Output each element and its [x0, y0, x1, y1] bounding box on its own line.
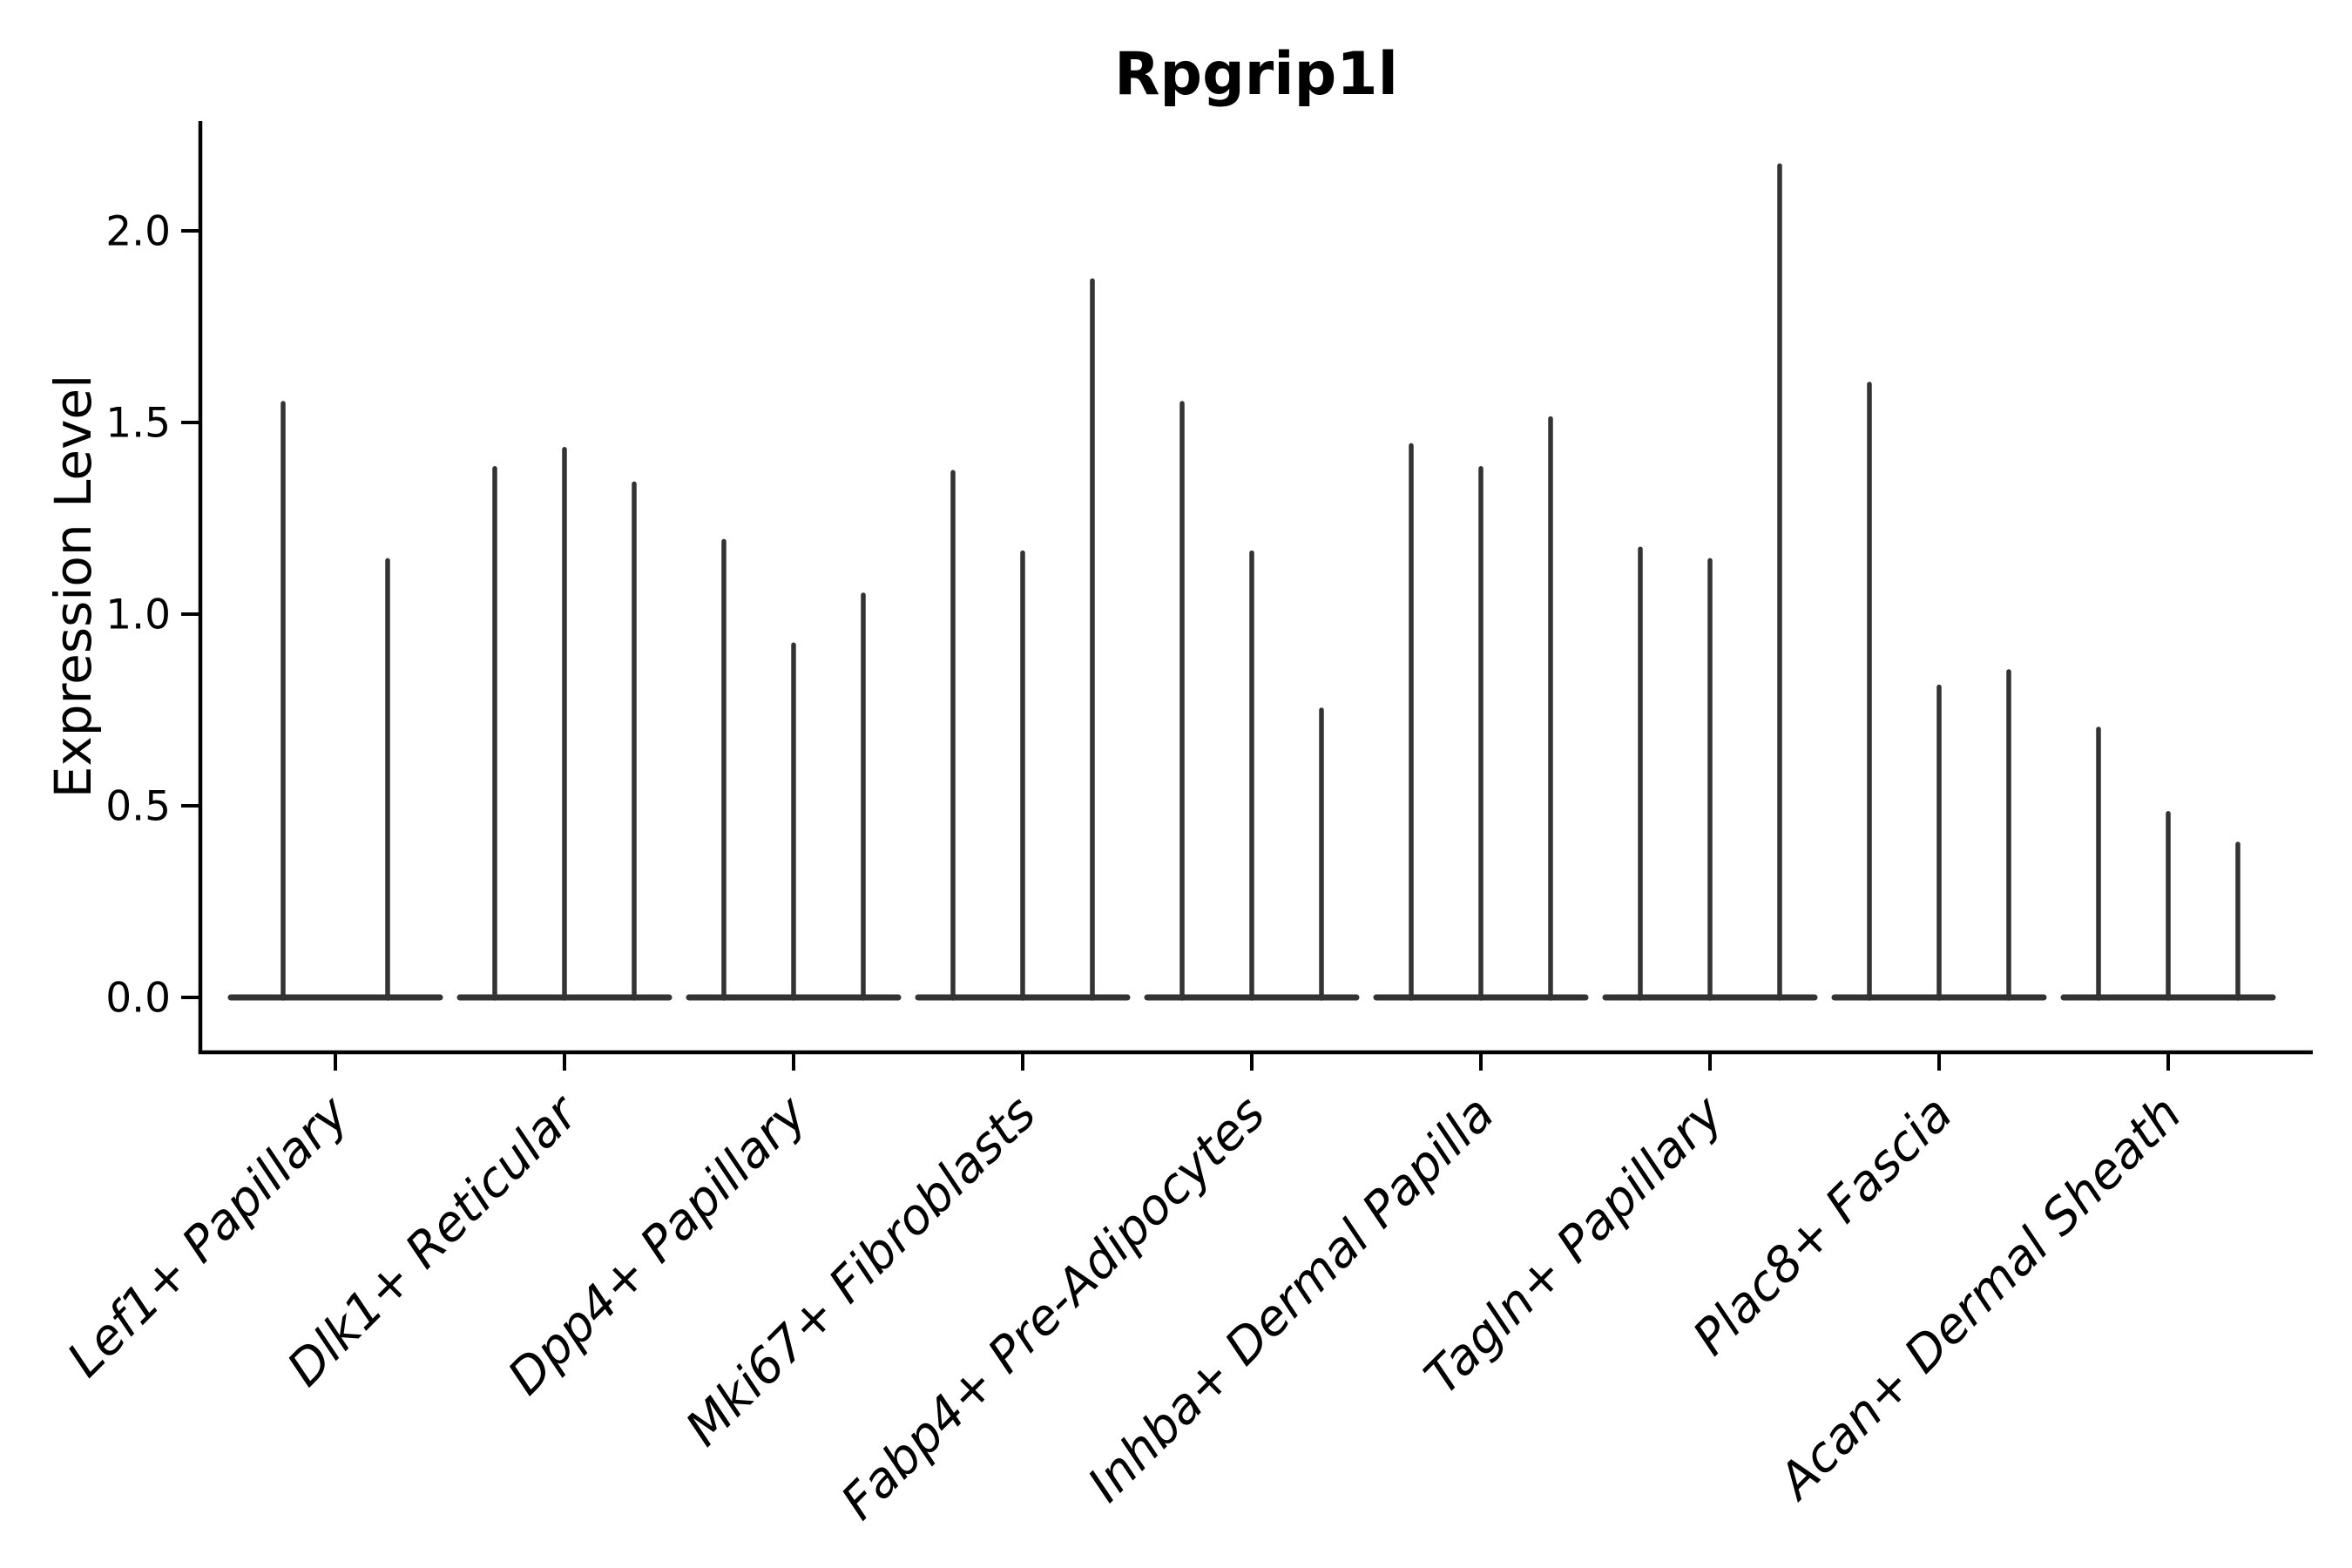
y-tick-label: 0.0 [105, 975, 171, 1023]
x-tick-label: Acan+ Dermal Sheath [1767, 1085, 2193, 1511]
y-axis-ticks: 0.0 0.5 1.0 1.5 2.0 [105, 208, 200, 1023]
y-axis-label: Expression Level [44, 375, 103, 798]
violins [227, 163, 2276, 1001]
x-tick-label: Fabp4+ Pre-Adipocytes [831, 1085, 1276, 1531]
y-tick-label: 1.5 [105, 400, 171, 448]
y-tick-label: 1.0 [105, 591, 171, 639]
chart-title: Rpgrip1l [1114, 40, 1398, 109]
y-tick-label: 0.5 [105, 783, 171, 831]
y-tick-label: 2.0 [105, 208, 171, 256]
x-tick-label: Inhba+ Dermal Papilla [1078, 1085, 1505, 1513]
